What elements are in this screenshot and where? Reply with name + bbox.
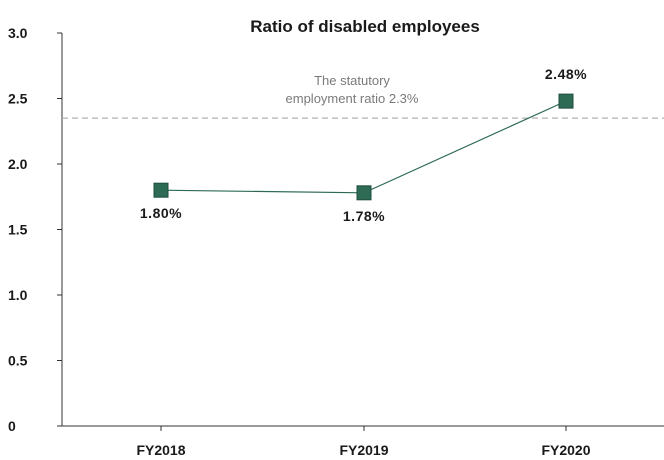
reference-annotation-line1: The statutory — [314, 73, 390, 88]
data-point-marker — [356, 185, 372, 201]
data-point-marker — [558, 93, 574, 109]
chart-title: Ratio of disabled employees — [250, 17, 480, 36]
y-tick-label: 2.5 — [8, 91, 28, 107]
reference-annotation-line2: employment ratio 2.3% — [286, 91, 419, 106]
data-label: 1.78% — [343, 208, 385, 224]
y-axis-ticks: 0 0.5 1.0 1.5 2.0 2.5 3.0 — [8, 25, 62, 434]
y-tick-label: 1.0 — [8, 287, 28, 303]
data-point-marker — [153, 182, 169, 198]
y-tick-label: 0 — [8, 418, 16, 434]
x-tick-label: FY2019 — [339, 442, 388, 458]
y-tick-label: 3.0 — [8, 25, 28, 41]
data-label: 1.80% — [140, 205, 182, 221]
series-line — [160, 100, 567, 194]
data-labels: 1.80% 1.78% 2.48% — [140, 66, 587, 224]
y-tick-label: 0.5 — [8, 353, 28, 369]
x-tick-label: FY2020 — [541, 442, 590, 458]
y-tick-label: 1.5 — [8, 222, 28, 238]
data-label: 2.48% — [545, 66, 587, 82]
series-line-group — [153, 93, 574, 201]
x-tick-label: FY2018 — [136, 442, 185, 458]
y-tick-label: 2.0 — [8, 156, 28, 172]
x-axis-ticks: FY2018 FY2019 FY2020 — [136, 426, 591, 458]
